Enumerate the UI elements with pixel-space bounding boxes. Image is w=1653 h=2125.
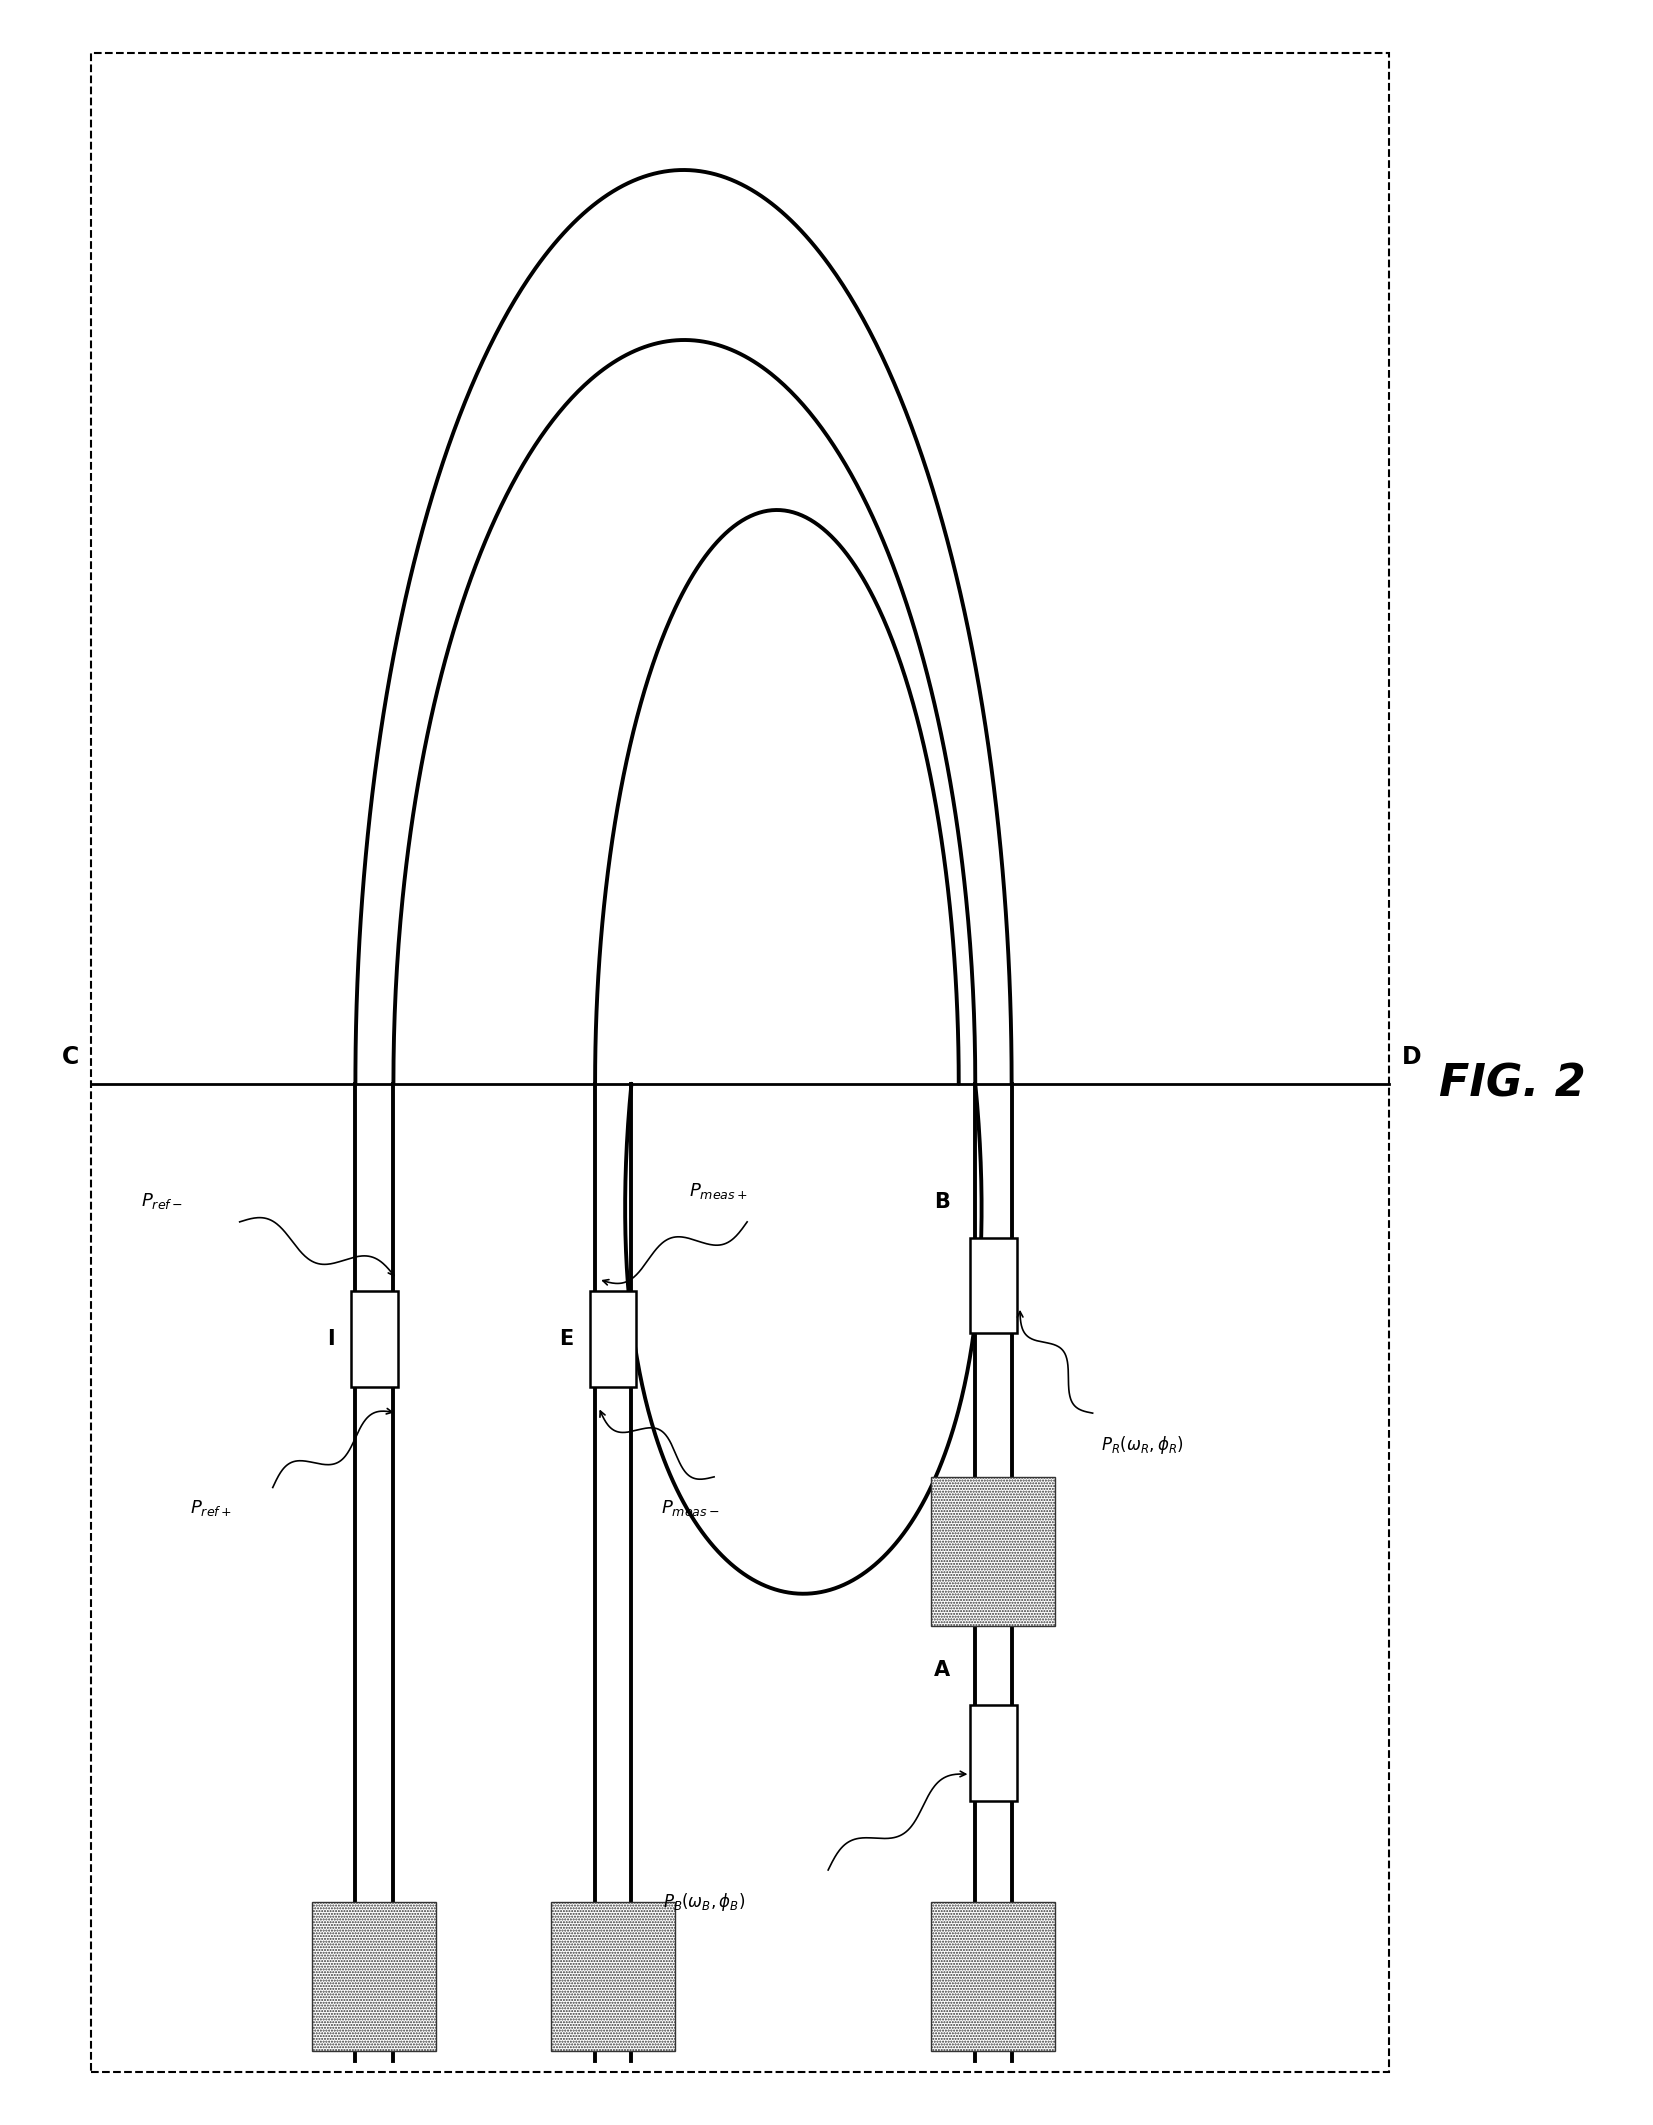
Text: C: C [63,1046,79,1069]
Text: $P_{meas+}$: $P_{meas+}$ [689,1182,749,1201]
Bar [552,1902,676,2051]
Text: B: B [934,1192,950,1211]
Text: A: A [934,1660,950,1679]
Bar [932,1477,1055,1626]
Text: E: E [559,1328,574,1349]
Bar [590,1290,636,1386]
Bar [350,1290,397,1386]
Bar [970,1237,1017,1334]
Text: $P_{ref-}$: $P_{ref-}$ [141,1192,182,1211]
Bar [312,1902,436,2051]
Text: $P_R(\omega_R,\phi_R)$: $P_R(\omega_R,\phi_R)$ [1101,1434,1184,1456]
Text: $P_B(\omega_B,\phi_B)$: $P_B(\omega_B,\phi_B)$ [663,1891,746,1912]
Bar [932,1902,1055,2051]
Bar [970,1704,1017,1802]
Text: I: I [327,1328,334,1349]
Text: $P_{ref+}$: $P_{ref+}$ [190,1498,231,1517]
Text: D: D [1402,1046,1422,1069]
Text: FIG. 2: FIG. 2 [1440,1062,1585,1105]
Text: $P_{meas-}$: $P_{meas-}$ [661,1498,721,1517]
